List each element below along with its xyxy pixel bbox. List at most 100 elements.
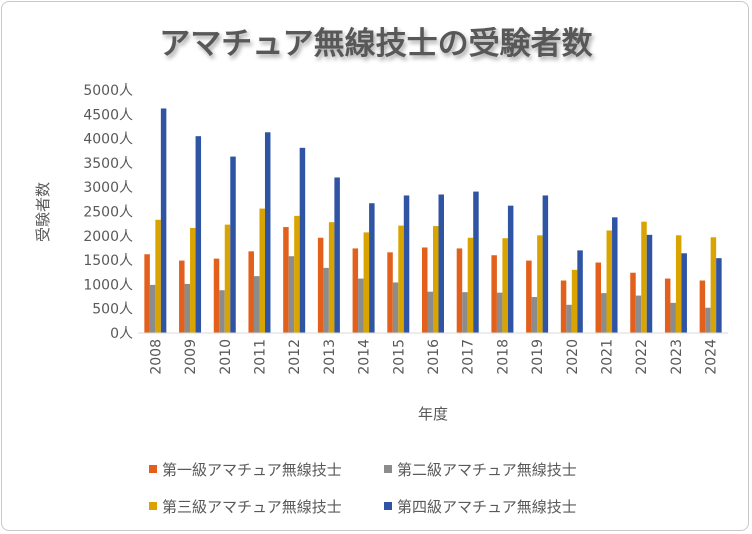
bar [560,280,567,333]
legend-swatch [149,465,157,473]
legend-swatch [149,502,157,510]
bar [577,250,583,333]
bar [259,208,265,333]
bar [491,255,497,333]
bar [531,297,538,333]
bar [670,302,676,333]
bar [213,258,220,333]
bar [422,247,428,333]
bar [283,227,289,333]
bar [328,222,335,333]
bar [612,217,618,333]
bar [566,304,572,333]
legend-item: 第三級アマチュア無線技士 [149,498,342,516]
x-tick-label: 2013 [322,339,338,375]
bar [635,295,642,333]
bars-layer [144,108,722,333]
x-tick-label: 2015 [391,339,407,375]
legend-swatch [384,465,392,473]
bar [334,177,340,333]
y-tick-label: 1500人 [83,253,133,269]
x-tick-label: 2009 [183,339,199,375]
bar [195,136,202,333]
bar [149,284,156,333]
bar [456,248,463,333]
y-tick-label: 4000人 [83,132,133,148]
bar [716,258,722,333]
y-tick-label: 3000人 [83,180,133,196]
bar [264,132,271,333]
y-tick-label: 5000人 [83,83,133,99]
bar [288,256,295,333]
legend-item: 第二級アマチュア無線技士 [384,461,577,479]
bar [160,108,167,333]
x-tick-label: 2014 [357,339,373,375]
bar [398,225,404,333]
x-tick-label: 2010 [218,339,234,375]
x-tick-label: 2023 [669,339,685,375]
bar [392,282,399,333]
bar [473,191,479,333]
bar [467,237,474,333]
legend-label: 第三級アマチュア無線技士 [162,498,342,516]
bar [595,262,602,333]
x-tick-label: 2022 [634,339,650,375]
x-tick-label: 2017 [461,339,477,375]
bar [462,292,468,333]
bar [179,260,185,333]
x-tick-label: 2008 [148,339,164,375]
bar [641,221,647,333]
bar [438,194,444,333]
bar [705,307,711,333]
bar [248,251,254,333]
bar [387,252,393,333]
bar [299,147,306,333]
bar [427,291,433,333]
x-tick-label: 2012 [287,339,303,375]
bar [537,235,543,333]
y-tick-label: 1000人 [83,277,133,293]
bar [699,280,706,333]
bar [502,238,508,333]
legend-label: 第四級アマチュア無線技士 [397,498,577,516]
bar [358,278,364,333]
bar [403,195,410,333]
x-axis-label: 年度 [418,405,448,423]
bar [675,235,682,333]
bar [630,272,636,333]
chart-title: アマチュア無線技士の受験者数 [159,26,592,62]
x-tick-label: 2018 [495,339,511,375]
y-tick-label: 0人 [110,326,133,342]
bar [526,260,532,333]
bar [664,278,671,333]
x-tick-label: 2019 [530,339,546,375]
bar [323,267,329,333]
y-axis-ticks: 0人 500人 1000人 1500人 2000人 2500人 3000人 3500人 4000… [83,83,133,342]
bar [507,205,514,333]
bar [155,219,161,333]
x-tick-label: 2020 [565,339,581,375]
bar [253,276,260,333]
bar [352,248,359,333]
bar [219,290,225,333]
bar [542,195,549,333]
y-tick-label: 3500人 [83,156,133,172]
legend-label: 第二級アマチュア無線技士 [397,461,577,479]
y-tick-label: 2000人 [83,229,133,245]
bar [710,237,717,333]
bar [224,224,231,333]
bar [184,283,191,333]
legend-item: 第一級アマチュア無線技士 [149,461,342,479]
bar [496,292,503,333]
x-tick-label: 2024 [704,339,720,375]
bar [294,215,300,333]
bar [571,269,578,333]
bar [681,253,687,333]
y-tick-label: 500人 [92,302,133,318]
x-tick-label: 2016 [426,339,442,375]
bar [363,232,370,333]
x-axis-ticks: 2008 2009 2010 2011 2012 2013 2014 2015 2016 2017… [148,339,719,375]
